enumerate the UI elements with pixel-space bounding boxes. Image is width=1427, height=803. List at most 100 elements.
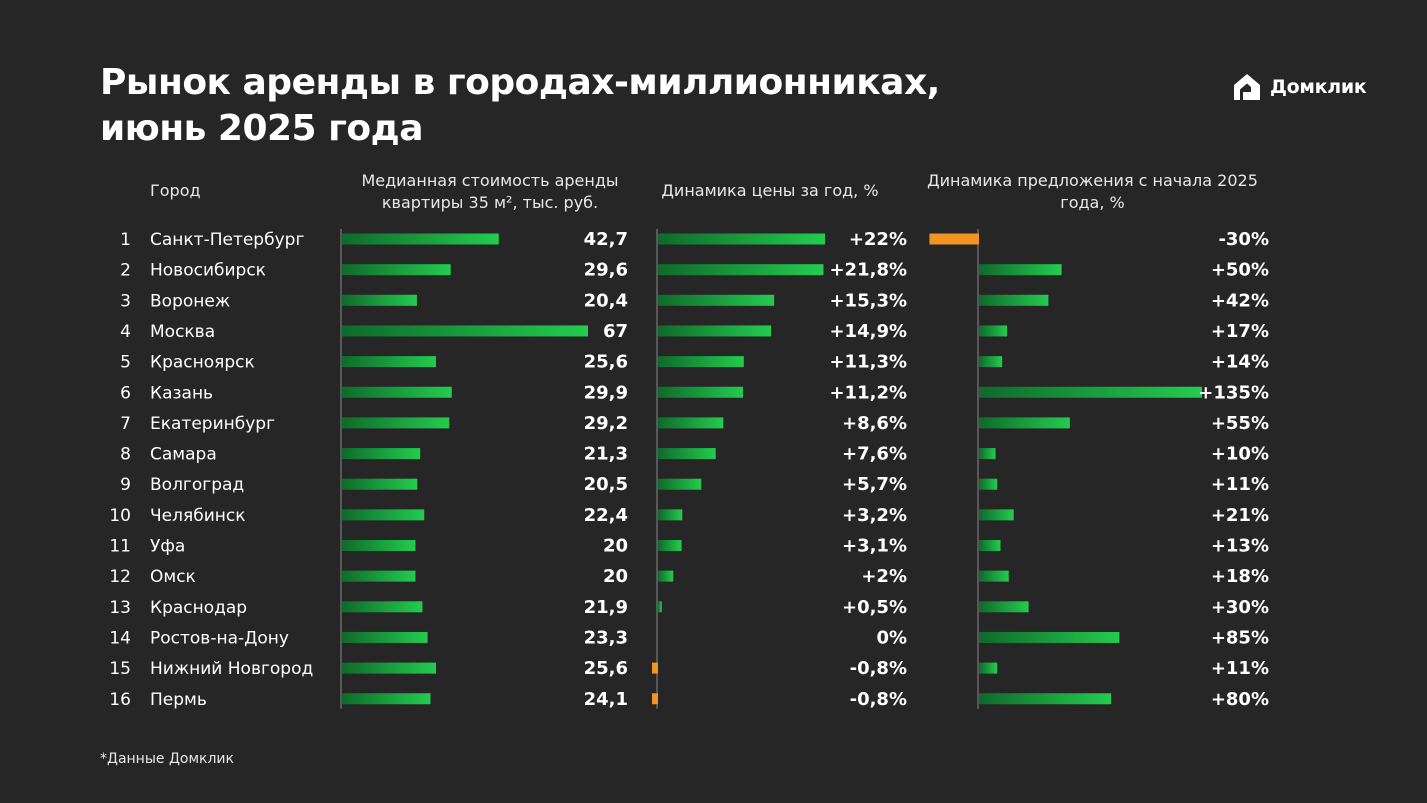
rent-value-label: 29,9 xyxy=(584,382,628,403)
rent-bar xyxy=(342,570,416,582)
price-bar xyxy=(658,386,744,398)
row-rank: 1 xyxy=(120,230,131,250)
price-value-label: -0,8% xyxy=(850,658,907,679)
price-value-label: +7,6% xyxy=(842,444,907,465)
row-city: Волгоград xyxy=(150,475,244,495)
header-city: Город xyxy=(150,181,201,200)
supply-bar xyxy=(979,478,998,490)
rent-bar xyxy=(342,325,588,337)
row-city: Нижний Новгород xyxy=(150,659,313,679)
price-value-label: -0,8% xyxy=(850,689,907,710)
price-bar xyxy=(658,325,772,337)
header-supply-change: Динамика предложения с начала 2025 года,… xyxy=(927,171,1258,212)
row-rank: 5 xyxy=(120,353,131,373)
row-rank: 3 xyxy=(120,291,131,311)
row-city: Пермь xyxy=(150,690,207,710)
rent-value-label: 25,6 xyxy=(584,658,628,679)
row-city: Челябинск xyxy=(150,506,245,526)
price-bar xyxy=(658,478,702,490)
supply-value-label: +14% xyxy=(1211,352,1269,373)
price-value-label: +11,2% xyxy=(829,382,907,403)
supply-bar xyxy=(979,294,1049,306)
price-bar xyxy=(658,601,662,613)
row-rank: 16 xyxy=(109,690,131,710)
rent-value-label: 24,1 xyxy=(584,689,628,710)
row-rank: 2 xyxy=(120,261,131,281)
rent-value-label: 23,3 xyxy=(584,627,628,648)
rent-value-label: 22,4 xyxy=(584,505,628,526)
supply-bar xyxy=(979,417,1070,429)
rent-bar xyxy=(342,478,418,490)
row-rank: 7 xyxy=(120,414,131,434)
rent-value-label: 29,6 xyxy=(584,260,628,281)
row-city: Самара xyxy=(150,445,217,465)
price-value-label: +15,3% xyxy=(829,290,907,311)
header-rent: Медианная стоимость аренды квартиры 35 м… xyxy=(361,171,619,212)
supply-value-label: +21% xyxy=(1211,505,1269,526)
row-rank: 9 xyxy=(120,475,131,495)
supply-bar xyxy=(979,264,1062,276)
price-bar xyxy=(658,570,674,582)
rent-bar xyxy=(342,540,416,551)
price-bar xyxy=(658,540,682,551)
supply-value-label: +50% xyxy=(1211,260,1269,281)
row-rank: 12 xyxy=(109,567,131,587)
row-rank: 14 xyxy=(109,628,131,648)
row-rank: 15 xyxy=(109,659,131,679)
price-bar xyxy=(658,356,744,368)
supply-bar xyxy=(979,662,998,674)
row-city: Воронеж xyxy=(150,291,230,311)
row-rank: 4 xyxy=(120,322,131,342)
supply-bar xyxy=(979,570,1009,582)
price-value-label: +8,6% xyxy=(842,413,907,434)
rent-bar xyxy=(342,631,428,643)
row-rank: 11 xyxy=(109,537,131,557)
supply-value-label: +10% xyxy=(1211,444,1269,465)
row-city: Краснодар xyxy=(150,598,247,618)
rent-bar xyxy=(342,448,421,460)
supply-bar xyxy=(979,601,1029,613)
row-city: Омск xyxy=(150,567,196,587)
supply-value-label: +11% xyxy=(1211,474,1269,495)
rent-value-label: 20,5 xyxy=(584,474,628,495)
price-value-label: +3,2% xyxy=(842,505,907,526)
house-icon xyxy=(1234,74,1260,100)
supply-bar xyxy=(979,386,1202,398)
price-value-label: +3,1% xyxy=(842,536,907,557)
rent-bar xyxy=(342,356,436,368)
supply-value-label: +42% xyxy=(1211,290,1269,311)
supply-bar-negative xyxy=(929,233,979,245)
supply-bar xyxy=(979,356,1003,368)
price-bar xyxy=(658,417,724,429)
price-value-label: +22% xyxy=(849,229,907,250)
title-line-2: июнь 2025 года xyxy=(100,108,424,149)
price-bar xyxy=(658,294,775,306)
rent-value-label: 21,3 xyxy=(584,444,628,465)
brand-name: Домклик xyxy=(1270,76,1367,98)
rent-bar xyxy=(342,417,450,429)
row-rank: 8 xyxy=(120,445,131,465)
price-bar xyxy=(658,509,683,521)
supply-value-label: +135% xyxy=(1198,382,1269,403)
price-bar-negative xyxy=(652,662,658,674)
row-city: Москва xyxy=(150,322,215,342)
row-city: Новосибирск xyxy=(150,261,266,281)
footnote: *Данные Домклик xyxy=(100,751,234,767)
supply-value-label: +55% xyxy=(1211,413,1269,434)
rent-value-label: 42,7 xyxy=(584,229,628,250)
supply-value-label: +85% xyxy=(1211,627,1269,648)
row-city: Красноярск xyxy=(150,353,255,373)
rent-value-label: 20 xyxy=(603,566,628,587)
price-bar xyxy=(658,233,825,245)
price-value-label: +21,8% xyxy=(829,260,907,281)
price-value-label: 0% xyxy=(876,627,907,648)
supply-value-label: +80% xyxy=(1211,689,1269,710)
page-title: Рынок аренды в городах-миллионниках, июн… xyxy=(100,60,940,152)
row-rank: 13 xyxy=(109,598,131,618)
supply-value-label: +13% xyxy=(1211,536,1269,557)
supply-bar xyxy=(979,509,1014,521)
rent-value-label: 20,4 xyxy=(584,290,628,311)
row-rank: 10 xyxy=(109,506,131,526)
rent-bar xyxy=(342,693,431,705)
